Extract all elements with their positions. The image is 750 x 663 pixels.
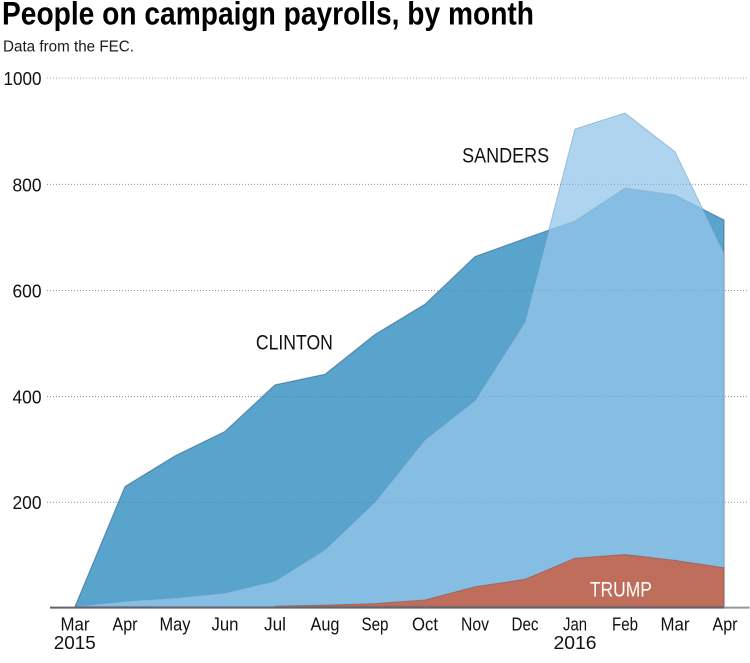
svg-text:Sep: Sep: [362, 615, 389, 635]
svg-text:TRUMP: TRUMP: [590, 579, 652, 602]
svg-text:600: 600: [13, 282, 42, 302]
svg-text:Oct: Oct: [412, 615, 438, 635]
svg-text:Mar: Mar: [661, 615, 690, 635]
svg-text:May: May: [160, 615, 191, 635]
svg-text:2016: 2016: [554, 633, 597, 653]
svg-text:Feb: Feb: [612, 615, 638, 635]
svg-text:Jun: Jun: [212, 615, 239, 635]
svg-text:Mar: Mar: [61, 615, 90, 635]
svg-text:200: 200: [13, 493, 42, 513]
svg-text:CLINTON: CLINTON: [256, 331, 333, 354]
svg-text:Jan: Jan: [563, 615, 587, 635]
svg-text:Dec: Dec: [512, 615, 539, 635]
svg-text:Apr: Apr: [713, 615, 738, 635]
svg-text:Aug: Aug: [311, 615, 340, 635]
svg-text:Apr: Apr: [113, 615, 138, 635]
svg-text:1000: 1000: [4, 69, 42, 89]
svg-text:Jul: Jul: [264, 615, 286, 635]
svg-text:400: 400: [13, 388, 42, 408]
svg-text:2015: 2015: [54, 633, 96, 653]
svg-text:Nov: Nov: [461, 615, 489, 635]
svg-text:People on campaign payrolls, b: People on campaign payrolls, by month: [2, 0, 534, 32]
svg-text:800: 800: [13, 175, 42, 195]
svg-text:SANDERS: SANDERS: [462, 145, 549, 168]
svg-text:Data from the FEC.: Data from the FEC.: [3, 39, 134, 56]
